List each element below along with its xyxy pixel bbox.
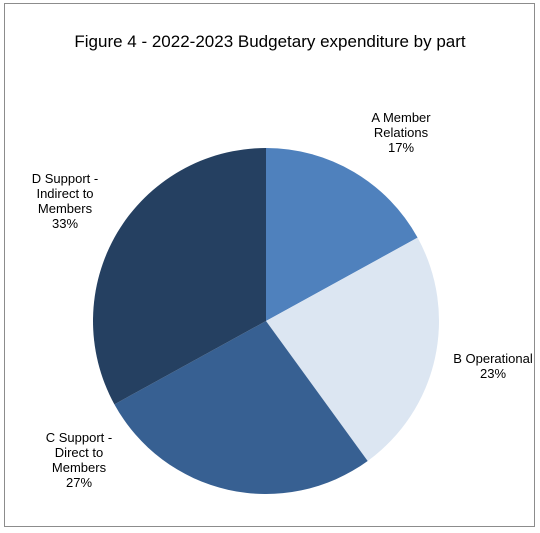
slice-label-b: B Operational 23% <box>453 351 533 381</box>
chart-title: Figure 4 - 2022-2023 Budgetary expenditu… <box>74 32 466 51</box>
slice-label-c: C Support -Direct to Members 27% <box>46 430 112 490</box>
pie-slice-c <box>114 321 368 495</box>
slice-label-a: A Member Relations 17% <box>371 110 431 155</box>
pie-slice-a <box>266 148 418 321</box>
pie-slice-b <box>266 237 439 461</box>
pie-slice-d <box>93 148 266 405</box>
slice-label-d: D Support -Indirect to Members 33% <box>32 171 98 231</box>
